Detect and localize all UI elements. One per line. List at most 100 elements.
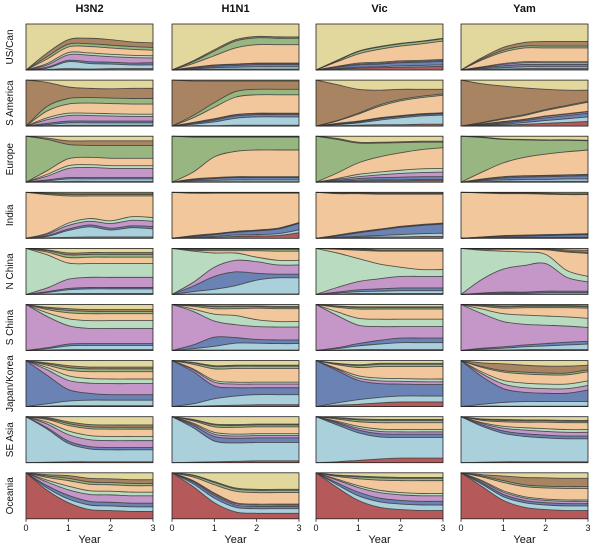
boundary-line	[460, 360, 589, 374]
boundary-line	[460, 472, 589, 501]
boundary-line	[25, 61, 154, 71]
area-india	[461, 472, 588, 501]
area-india	[172, 248, 299, 261]
area-s-america	[26, 416, 153, 428]
area-se-asia	[26, 226, 153, 239]
area-india	[26, 103, 153, 127]
boundary-line	[171, 63, 299, 71]
area-india	[316, 41, 443, 70]
area-japan-korea	[461, 64, 588, 70]
panel-yam-se-asia	[460, 416, 589, 464]
boundary-line	[315, 342, 443, 351]
boundary-line	[171, 304, 300, 323]
panel-frame	[315, 79, 444, 127]
boundary-line	[460, 461, 588, 464]
area-n-china	[316, 168, 443, 183]
row-label-s-america: S America	[5, 80, 16, 126]
x-tick-label: 2	[254, 523, 259, 533]
boundary-line	[171, 229, 300, 239]
column-title-yam: Yam	[513, 3, 536, 15]
area-s-china	[316, 472, 443, 502]
area-se-asia	[172, 472, 299, 514]
column-title-h3n2: H3N2	[75, 3, 103, 15]
area-n-china	[461, 304, 588, 328]
x-tick-label: 3	[585, 523, 590, 533]
boundary-line	[25, 472, 154, 484]
boundary-line	[315, 178, 444, 183]
area-s-america	[172, 80, 299, 127]
area-se-asia	[26, 416, 153, 463]
area-india	[172, 44, 299, 70]
boundary-line	[171, 62, 299, 71]
boundary-line	[460, 416, 589, 437]
panel-vic-se-asia	[315, 416, 444, 464]
boundary-line	[315, 337, 443, 351]
boundary-line	[25, 292, 153, 295]
panel-vic-s-china	[315, 304, 444, 351]
column-title-h1n1: H1N1	[221, 3, 249, 15]
boundary-line	[171, 247, 300, 252]
boundary-line	[315, 360, 444, 380]
boundary-line	[25, 226, 154, 239]
boundary-line	[460, 149, 589, 183]
area-us-can	[316, 80, 443, 91]
boundary-line	[171, 472, 299, 491]
panel-yam-europe	[460, 135, 589, 183]
boundary-line	[25, 360, 153, 370]
area-oceania	[316, 401, 443, 407]
area-india	[26, 248, 153, 264]
boundary-line	[315, 222, 444, 239]
boundary-line	[315, 472, 443, 479]
boundary-line	[460, 360, 589, 394]
boundary-line	[171, 112, 299, 127]
boundary-line	[460, 121, 589, 127]
boundary-line	[171, 416, 299, 435]
boundary-line	[315, 304, 443, 328]
boundary-line	[171, 135, 299, 138]
area-s-china	[172, 260, 299, 295]
area-n-china	[316, 360, 443, 382]
boundary-line	[315, 147, 444, 183]
boundary-line	[171, 116, 299, 127]
x-tick-label: 2	[108, 523, 113, 533]
area-us-can	[172, 360, 299, 366]
boundary-line	[460, 304, 589, 307]
boundary-line	[460, 63, 588, 71]
area-india	[26, 416, 153, 437]
boundary-line	[25, 416, 153, 428]
boundary-line	[25, 416, 153, 449]
boundary-line	[25, 68, 153, 71]
boundary-line	[171, 304, 300, 328]
area-n-china	[172, 248, 299, 295]
boundary-line	[171, 304, 300, 310]
panel-frame	[171, 416, 300, 464]
panel-frame	[25, 360, 154, 408]
boundary-line	[171, 472, 299, 514]
boundary-line	[315, 112, 444, 127]
area-s-america	[26, 80, 153, 127]
boundary-line	[25, 102, 154, 127]
boundary-line	[315, 472, 444, 502]
boundary-line	[460, 304, 589, 309]
area-se-asia	[461, 416, 588, 463]
area-india	[316, 147, 443, 183]
panel-frame	[171, 304, 300, 351]
x-tick-label: 1	[212, 523, 217, 533]
boundary-line	[315, 167, 444, 183]
panel-frame	[25, 79, 154, 127]
area-us-can	[316, 136, 443, 143]
panel-h1n1-s-america	[171, 79, 300, 127]
area-india	[172, 192, 299, 239]
area-india	[461, 248, 588, 277]
area-s-china	[316, 304, 443, 351]
boundary-line	[171, 342, 300, 351]
area-europe	[316, 136, 443, 183]
area-india	[26, 472, 153, 493]
x-tick-label: 0	[169, 523, 174, 533]
area-us-can	[316, 472, 443, 478]
area-n-china	[316, 304, 443, 327]
boundary-line	[25, 164, 153, 183]
boundary-line	[171, 304, 300, 307]
area-india	[461, 47, 588, 70]
boundary-line	[460, 349, 588, 351]
